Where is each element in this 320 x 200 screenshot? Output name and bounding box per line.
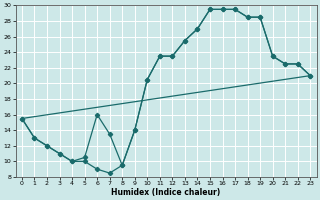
X-axis label: Humidex (Indice chaleur): Humidex (Indice chaleur)	[111, 188, 221, 197]
